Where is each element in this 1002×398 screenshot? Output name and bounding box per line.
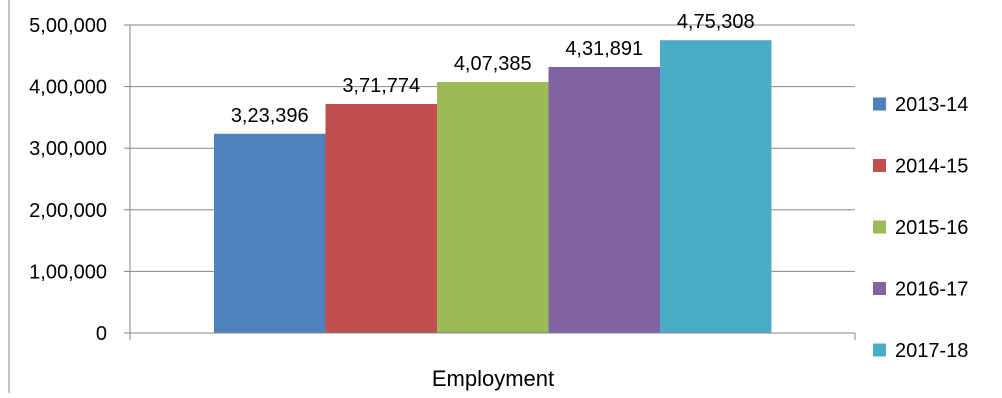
bar-2016-17 [548,66,660,334]
legend-swatch-2017-18 [873,343,886,357]
y-tick-label: 1,00,000 [29,261,107,283]
y-tick-labels: 0 1,00,000 2,00,000 3,00,000 4,00,000 5,00,00… [29,15,107,345]
legend-swatch-2016-17 [873,282,886,295]
bar-2014-15 [325,103,437,333]
legend-label-2015-16: 2015-16 [895,217,968,239]
legend-label-2013-14: 2013-14 [895,94,968,116]
y-tick-label: 4,00,000 [29,77,107,99]
y-tick-label: 2,00,000 [29,200,107,222]
data-label-2015-16: 4,07,385 [454,53,532,75]
legend-label-2016-17: 2016-17 [895,279,968,301]
y-tick-label: 0 [96,323,107,345]
bar-2015-16 [437,82,549,333]
legend-swatch-2013-14 [873,97,886,111]
category-label-employment: Employment [432,366,554,391]
legend-label-2017-18: 2017-18 [895,340,968,362]
legend-swatch-2015-16 [873,220,886,234]
legend: 2013-14 2014-15 2015-16 2016-17 2017-18 [873,94,968,362]
legend-swatch-2014-15 [873,159,886,172]
data-label-2016-17: 4,31,891 [565,38,643,60]
legend-label-2014-15: 2014-15 [895,156,968,178]
data-label-2014-15: 3,71,774 [342,75,420,97]
axes [8,0,856,393]
bar-2017-18 [660,40,772,334]
y-tick-label: 5,00,000 [29,15,107,37]
bars [214,40,772,334]
data-label-2013-14: 3,23,396 [231,105,309,127]
data-label-2017-18: 4,75,308 [677,11,755,33]
data-labels: 3,23,396 3,71,774 4,07,385 4,31,891 4,75,308 [231,11,755,127]
y-tick-label: 3,00,000 [29,138,107,160]
bar-2013-14 [214,133,326,333]
